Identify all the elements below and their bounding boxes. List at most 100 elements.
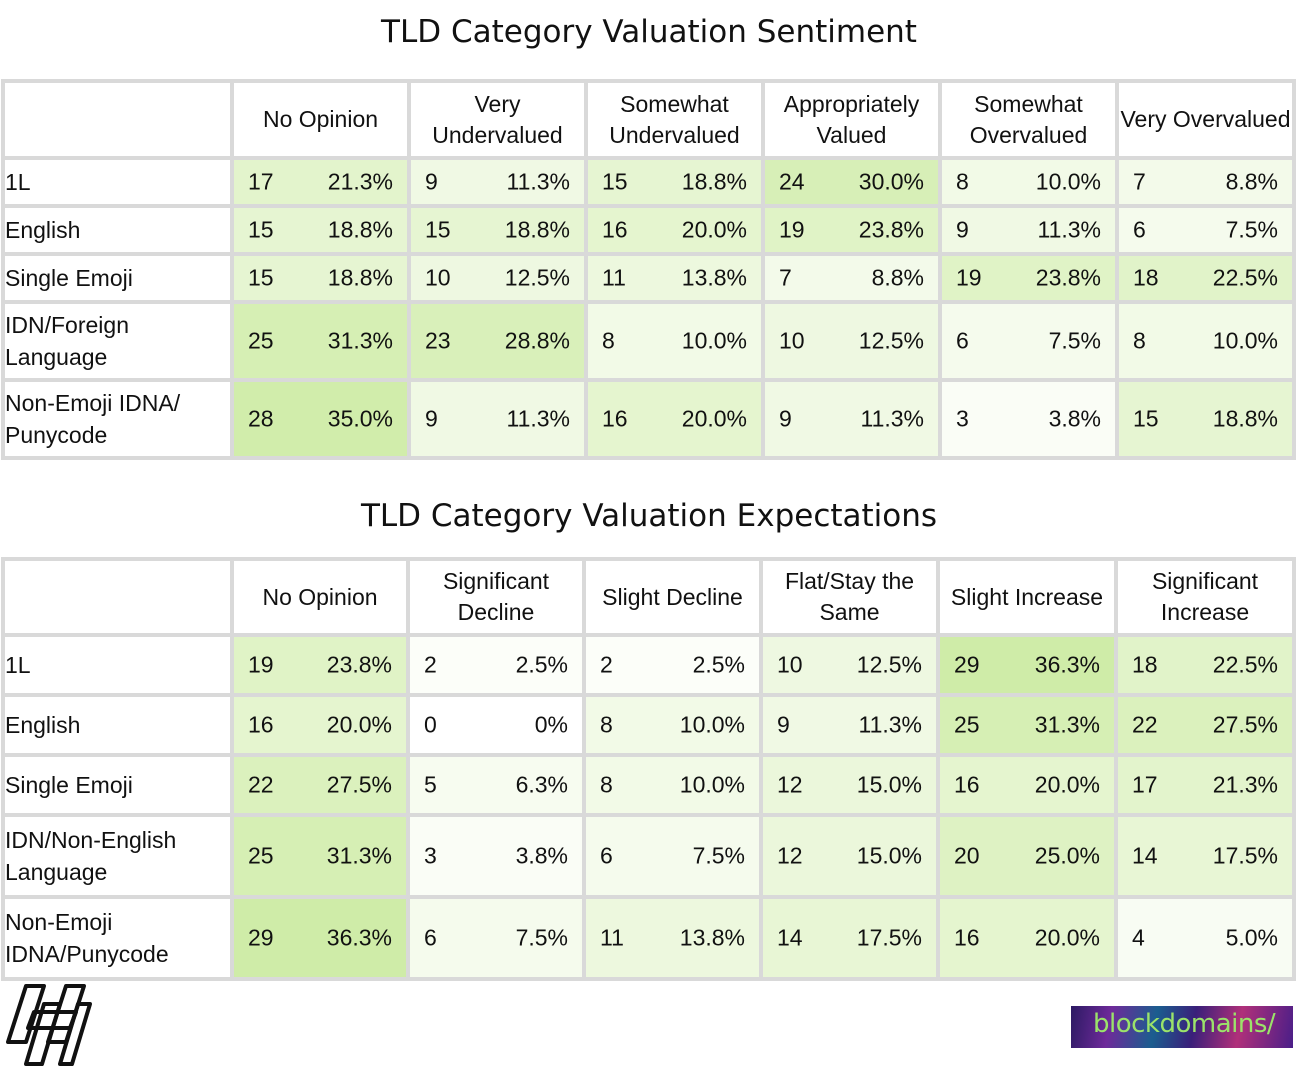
cell-count: 19: [956, 264, 982, 291]
data-cell: 15 18.8%: [234, 256, 407, 300]
data-cell: 14 17.5%: [763, 899, 936, 977]
table-row: 1L 19 23.8% 2 2.5% 2 2.5% 10 12.5% 29 36.3% 1…: [5, 637, 1292, 693]
expectations-table: No Opinion Significant Decline Slight De…: [1, 557, 1296, 981]
expectations-table-title: TLD Category Valuation Expectations: [360, 498, 938, 534]
data-cell: 2 2.5%: [586, 637, 759, 693]
cell-percent: 15.0%: [856, 842, 922, 869]
cell-count: 7: [779, 264, 792, 291]
cell-percent: 18.8%: [504, 216, 570, 243]
row-label: IDN/Non-English Language: [5, 817, 230, 895]
data-cell: 10 12.5%: [411, 256, 584, 300]
table-row: IDN/Non-English Language 25 31.3% 3 3.8% 6…: [5, 817, 1292, 895]
cell-count: 18: [1133, 264, 1159, 291]
data-cell: 29 36.3%: [234, 899, 406, 977]
data-cell: 9 11.3%: [411, 382, 584, 456]
table-row: Non-Emoji IDNA/Punycode 29 36.3% 6 7.5% 11…: [5, 899, 1292, 977]
data-cell: 20 25.0%: [940, 817, 1114, 895]
data-cell: 7 8.8%: [1119, 160, 1292, 204]
cell-count: 25: [954, 711, 980, 738]
data-cell: 8 10.0%: [942, 160, 1115, 204]
cell-count: 6: [1133, 216, 1146, 243]
cell-percent: 23.8%: [1035, 264, 1101, 291]
cell-count: 7: [1133, 168, 1146, 195]
cell-percent: 5.0%: [1225, 924, 1278, 951]
column-header: Very Undervalued: [411, 83, 584, 156]
data-cell: 24 30.0%: [765, 160, 938, 204]
cell-count: 16: [248, 711, 274, 738]
cell-count: 8: [1133, 327, 1146, 354]
table-header-row: No Opinion Significant Decline Slight De…: [5, 561, 1292, 633]
data-cell: 22 27.5%: [234, 757, 406, 813]
sentiment-table: No Opinion Very Undervalued Somewhat Und…: [1, 79, 1296, 460]
data-cell: 23 28.8%: [411, 304, 584, 378]
cell-percent: 7.5%: [515, 924, 568, 951]
cell-count: 9: [777, 711, 790, 738]
cell-count: 9: [425, 168, 438, 195]
cell-percent: 18.8%: [1212, 405, 1278, 432]
data-cell: 16 20.0%: [940, 757, 1114, 813]
column-header: No Opinion: [234, 561, 406, 633]
data-cell: 6 7.5%: [586, 817, 759, 895]
cell-percent: 35.0%: [327, 405, 393, 432]
cell-percent: 8.8%: [1225, 168, 1278, 195]
blockdomains-logo-text: blockdomains/: [1093, 1009, 1276, 1039]
cell-percent: 3.8%: [515, 842, 568, 869]
data-cell: 15 18.8%: [411, 208, 584, 252]
column-header: Slight Decline: [586, 561, 759, 633]
cell-percent: 30.0%: [858, 168, 924, 195]
data-cell: 3 3.8%: [942, 382, 1115, 456]
cell-count: 19: [248, 651, 274, 678]
cell-percent: 36.3%: [326, 924, 392, 951]
data-cell: 25 31.3%: [234, 304, 407, 378]
cell-count: 9: [956, 216, 969, 243]
cell-count: 14: [1132, 842, 1158, 869]
cell-count: 6: [424, 924, 437, 951]
cell-percent: 31.3%: [326, 842, 392, 869]
cell-percent: 11.3%: [506, 405, 570, 432]
cell-percent: 7.5%: [1225, 216, 1278, 243]
cell-count: 10: [777, 651, 803, 678]
cell-percent: 18.8%: [327, 216, 393, 243]
cell-count: 12: [777, 842, 803, 869]
cell-percent: 13.8%: [679, 924, 745, 951]
data-cell: 8 10.0%: [586, 757, 759, 813]
data-cell: 15 18.8%: [1119, 382, 1292, 456]
cell-count: 22: [248, 771, 274, 798]
cell-count: 15: [1133, 405, 1159, 432]
cell-percent: 17.5%: [1212, 842, 1278, 869]
cell-percent: 20.0%: [326, 711, 392, 738]
cell-count: 6: [956, 327, 969, 354]
cell-count: 16: [954, 924, 980, 951]
cell-count: 6: [600, 842, 613, 869]
row-label: 1L: [5, 637, 230, 693]
table-row: English 15 18.8% 15 18.8% 16 20.0% 19 23.8% …: [5, 208, 1292, 252]
data-cell: 15 18.8%: [588, 160, 761, 204]
cell-percent: 10.0%: [681, 327, 747, 354]
cell-percent: 20.0%: [1034, 924, 1100, 951]
data-cell: 6 7.5%: [942, 304, 1115, 378]
data-cell: 10 12.5%: [763, 637, 936, 693]
corner-cell: [5, 561, 230, 633]
cell-percent: 23.8%: [326, 651, 392, 678]
cell-count: 2: [424, 651, 437, 678]
cell-count: 15: [425, 216, 451, 243]
column-header: Very Overvalued: [1119, 83, 1292, 156]
cell-count: 11: [602, 264, 626, 291]
column-header: Somewhat Undervalued: [588, 83, 761, 156]
table-row: 1L 17 21.3% 9 11.3% 15 18.8% 24 30.0% 8 10.0%…: [5, 160, 1292, 204]
cell-count: 19: [779, 216, 805, 243]
data-cell: 6 7.5%: [410, 899, 582, 977]
data-cell: 29 36.3%: [940, 637, 1114, 693]
data-cell: 9 11.3%: [765, 382, 938, 456]
cell-percent: 20.0%: [681, 216, 747, 243]
cell-percent: 17.5%: [856, 924, 922, 951]
cell-percent: 28.8%: [504, 327, 570, 354]
cell-percent: 10.0%: [679, 711, 745, 738]
stacked-h-logo-icon: [4, 982, 92, 1073]
data-cell: 12 15.0%: [763, 757, 936, 813]
cell-percent: 7.5%: [1048, 327, 1101, 354]
table-row: Non-Emoji IDNA/ Punycode 28 35.0% 9 11.3% …: [5, 382, 1292, 456]
data-cell: 8 10.0%: [1119, 304, 1292, 378]
row-label: English: [5, 208, 230, 252]
data-cell: 25 31.3%: [234, 817, 406, 895]
